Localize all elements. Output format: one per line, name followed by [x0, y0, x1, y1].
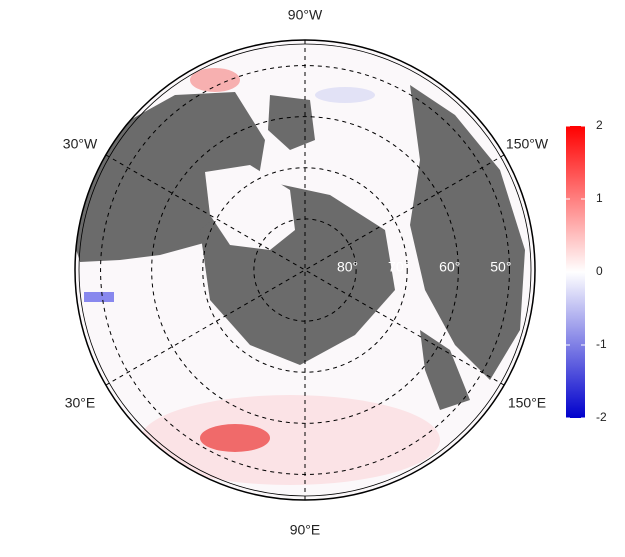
map-body	[75, 40, 535, 500]
ocean-pacific	[410, 85, 525, 380]
hudson-bay	[268, 95, 315, 150]
colorbar-tick-label: 0	[596, 264, 603, 278]
longitude-label: 30°E	[65, 395, 96, 411]
latitude-circle	[253, 218, 357, 322]
cool-anomaly	[84, 292, 114, 302]
latitude-label: 80°	[337, 259, 358, 275]
latitude-circle	[100, 65, 510, 475]
latitude-label: 60°	[439, 259, 460, 275]
longitude-label: 150°W	[506, 136, 549, 152]
longitude-label: 90°W	[288, 7, 323, 23]
latitude-circle	[151, 116, 459, 424]
colorbar	[566, 126, 585, 418]
cool-anomaly	[315, 87, 375, 103]
greenland	[205, 165, 295, 250]
warm-anomaly	[200, 424, 270, 452]
warm-anomaly	[190, 68, 240, 92]
latitude-label: 50°	[490, 259, 511, 275]
colorbar-tick-label: -2	[596, 410, 607, 424]
latitude-circle	[202, 167, 408, 373]
warm-anomaly	[140, 395, 440, 485]
sea-of-okhotsk	[420, 330, 470, 410]
map-border	[78, 43, 532, 497]
colorbar-tick-label: -1	[596, 337, 607, 351]
map-border	[74, 39, 536, 501]
longitude-label: 30°W	[63, 136, 98, 152]
longitude-label: 90°E	[290, 522, 321, 538]
colorbar-tick-label: 2	[596, 118, 603, 132]
colorbar-tick-label: 1	[596, 191, 603, 205]
longitude-label: 150°E	[508, 395, 546, 411]
latitude-label: 70°	[388, 259, 409, 275]
graticule	[100, 40, 510, 500]
